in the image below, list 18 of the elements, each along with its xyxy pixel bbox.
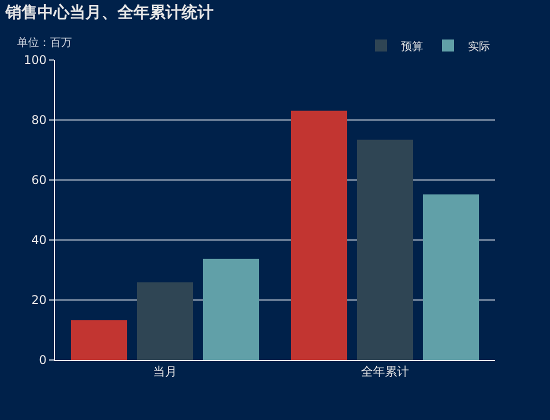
chart-title: 销售中心当月、全年累计统计 (4, 2, 214, 22)
chart-subtitle: 单位：百万 (17, 36, 72, 49)
legend-label: 预算 (401, 40, 423, 53)
y-tick-label: 40 (31, 233, 47, 248)
y-tick-label: 60 (31, 173, 47, 188)
y-tick-label: 80 (31, 113, 47, 128)
y-tick-label: 100 (24, 53, 47, 68)
bar (422, 194, 480, 360)
x-tick-label: 当月 (153, 364, 177, 378)
legend-label: 实际 (468, 40, 490, 53)
bar (290, 110, 348, 360)
x-tick-label: 全年累计 (361, 364, 409, 378)
bar (136, 282, 194, 360)
bar (70, 320, 128, 360)
y-tick-label: 20 (31, 293, 47, 308)
y-tick-label: 0 (38, 353, 47, 368)
bar (202, 258, 260, 360)
bar (356, 140, 414, 360)
